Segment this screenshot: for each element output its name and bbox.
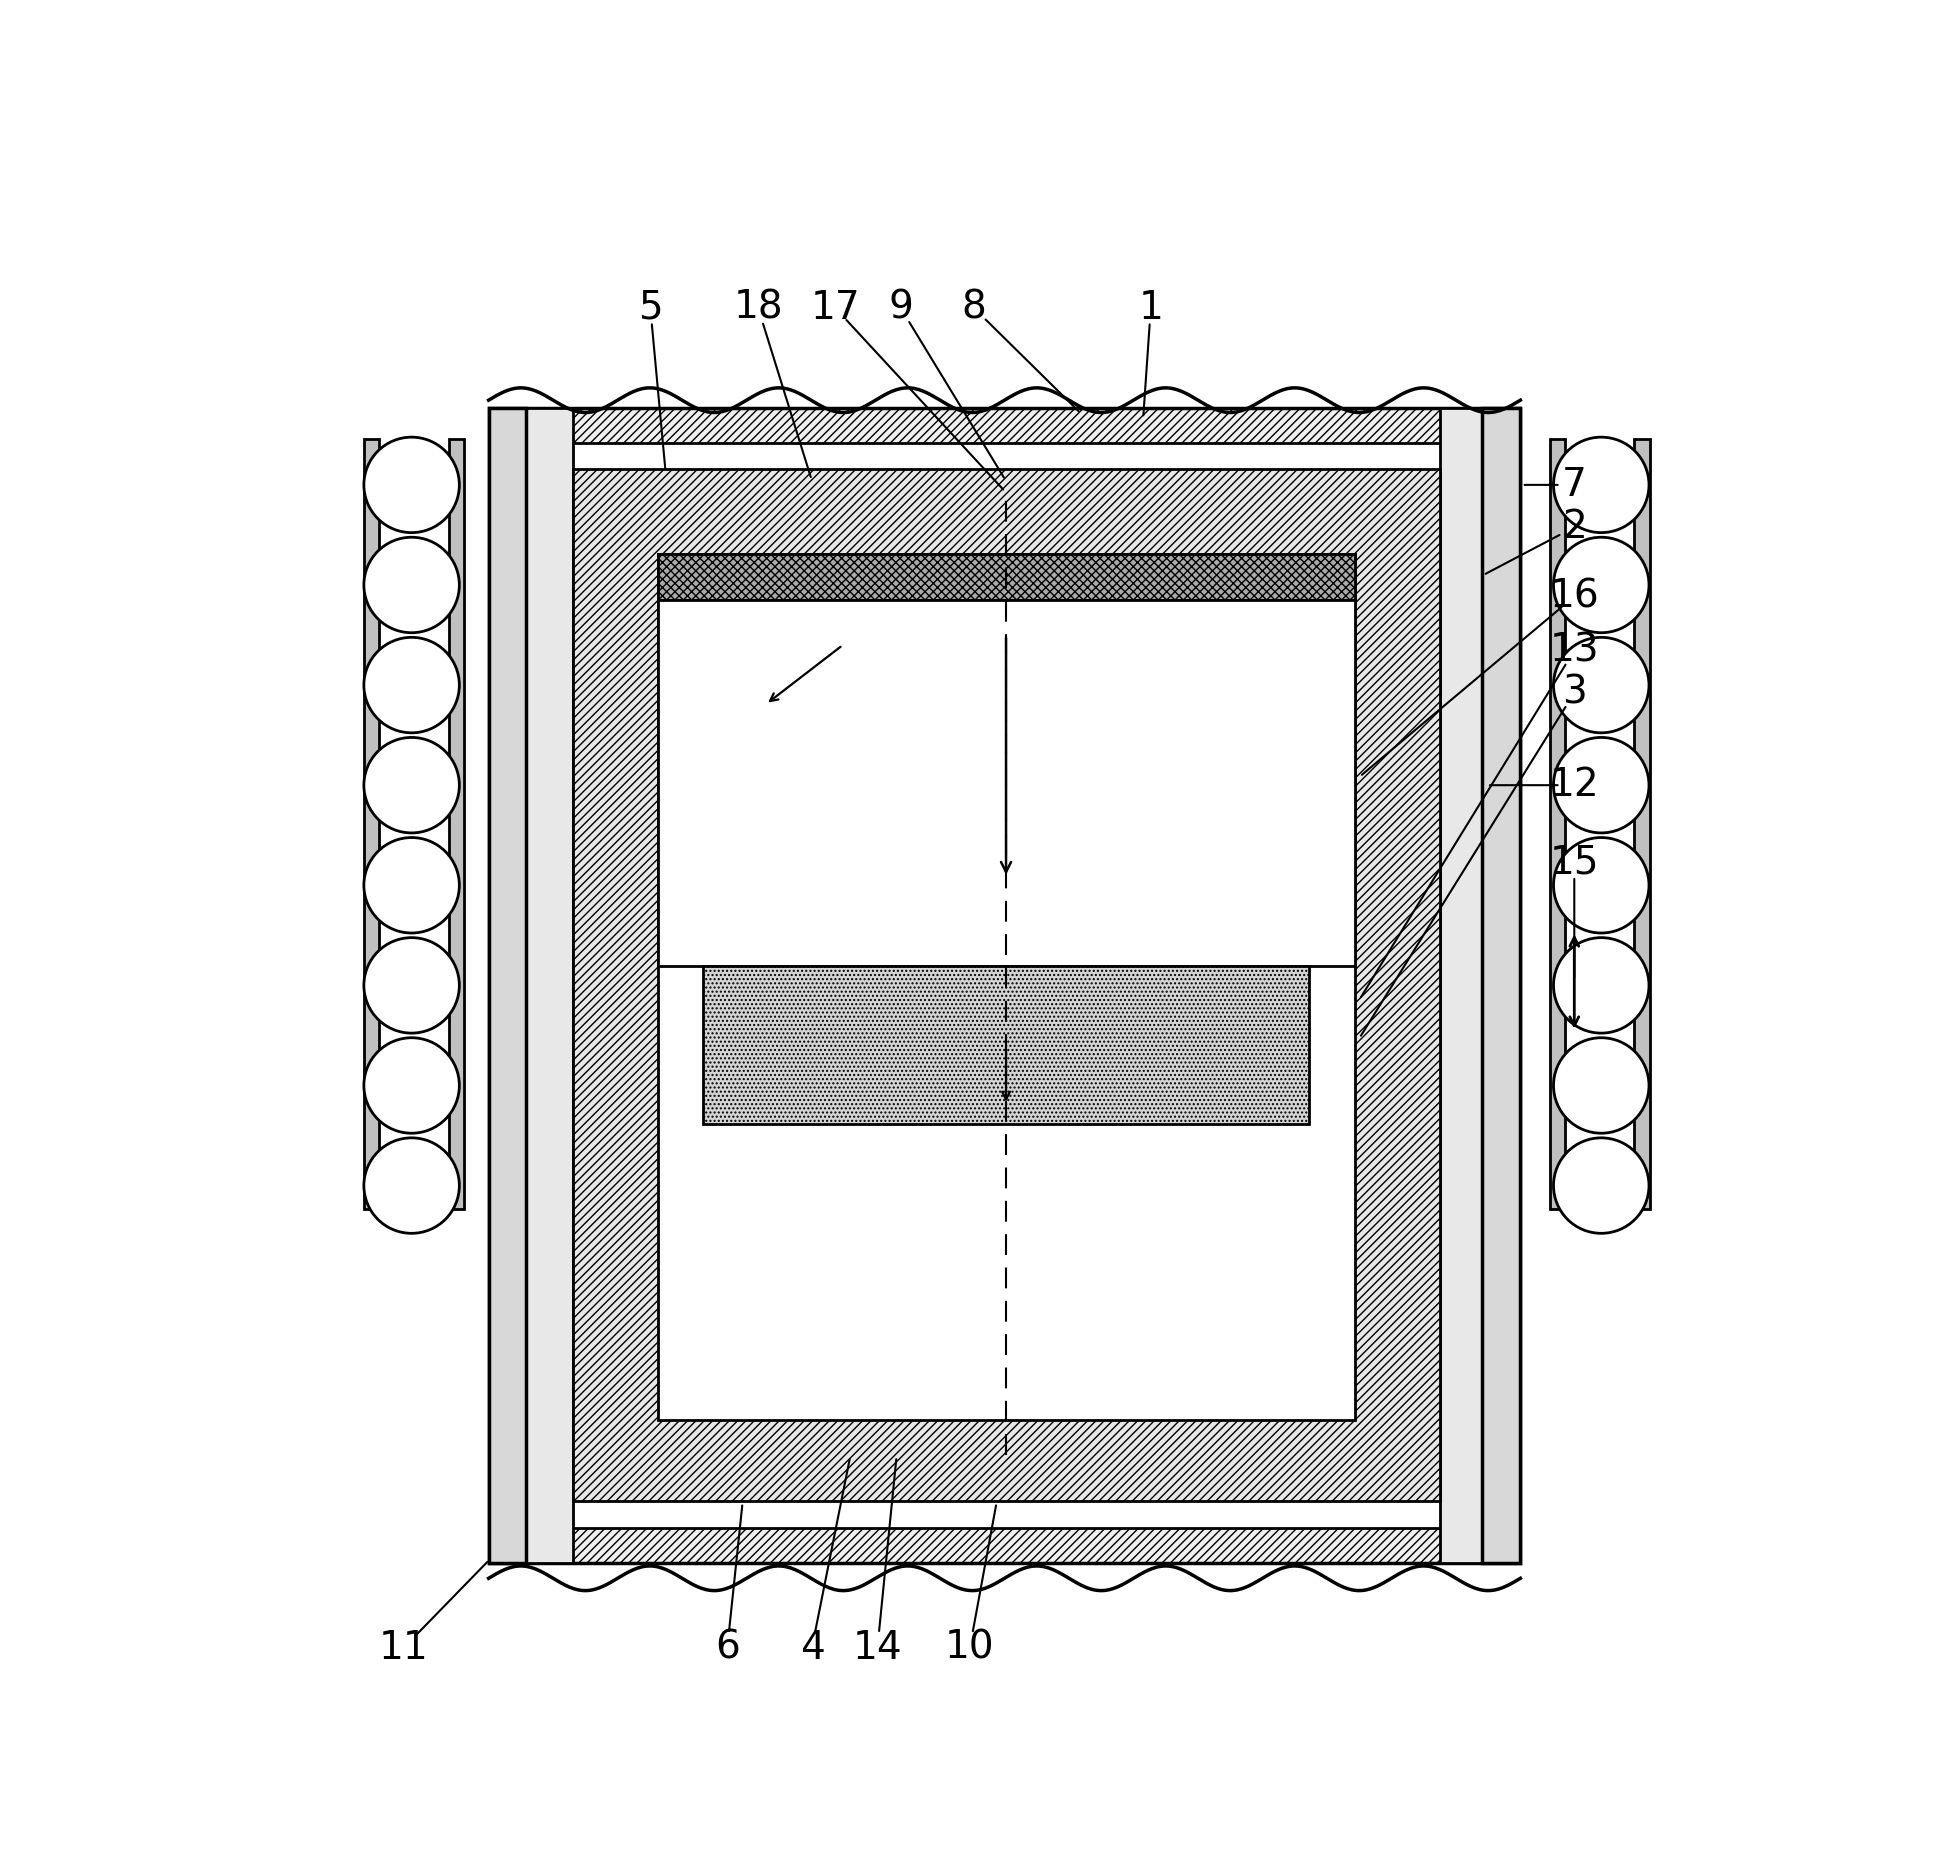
Text: 2: 2	[1562, 508, 1588, 547]
Circle shape	[1554, 537, 1648, 632]
Circle shape	[1554, 1138, 1648, 1233]
Circle shape	[365, 937, 459, 1034]
Circle shape	[365, 1037, 459, 1134]
Text: 13: 13	[1550, 632, 1599, 669]
Text: 3: 3	[1562, 673, 1588, 712]
Bar	[704, 967, 1309, 1125]
Circle shape	[1554, 838, 1648, 933]
Bar	[525, 407, 574, 1563]
Bar	[1635, 439, 1650, 1208]
Bar	[488, 407, 1521, 1563]
Circle shape	[1554, 937, 1648, 1034]
Text: 7: 7	[1562, 467, 1588, 504]
Circle shape	[1554, 1037, 1648, 1134]
Bar	[449, 439, 465, 1208]
Circle shape	[365, 1138, 459, 1233]
Text: 1: 1	[1139, 288, 1162, 327]
Bar	[523, 442, 1486, 1528]
Circle shape	[365, 738, 459, 833]
Bar	[574, 470, 1439, 1502]
Text: 8: 8	[960, 288, 986, 327]
Bar	[1439, 407, 1482, 1563]
Bar	[659, 554, 1354, 1420]
Text: 14: 14	[853, 1628, 902, 1666]
Circle shape	[1554, 638, 1648, 732]
Bar	[1550, 439, 1566, 1208]
Bar	[659, 600, 1354, 967]
Circle shape	[1554, 738, 1648, 833]
Bar	[365, 439, 380, 1208]
Text: 10: 10	[945, 1628, 994, 1666]
Bar	[1482, 407, 1521, 1563]
Text: 4: 4	[800, 1628, 825, 1666]
Text: 12: 12	[1550, 766, 1599, 805]
Text: 17: 17	[809, 288, 860, 327]
Text: 15: 15	[1550, 844, 1599, 881]
Text: 18: 18	[733, 288, 782, 327]
Text: 16: 16	[1550, 578, 1599, 615]
Circle shape	[1554, 437, 1648, 534]
Text: 5: 5	[639, 288, 662, 327]
Circle shape	[365, 838, 459, 933]
Circle shape	[365, 638, 459, 732]
Bar	[488, 407, 525, 1563]
Text: 11: 11	[378, 1628, 429, 1666]
Text: 6: 6	[715, 1628, 739, 1666]
Text: 9: 9	[888, 288, 913, 327]
Bar	[659, 554, 1354, 600]
Circle shape	[365, 537, 459, 632]
Circle shape	[365, 437, 459, 534]
